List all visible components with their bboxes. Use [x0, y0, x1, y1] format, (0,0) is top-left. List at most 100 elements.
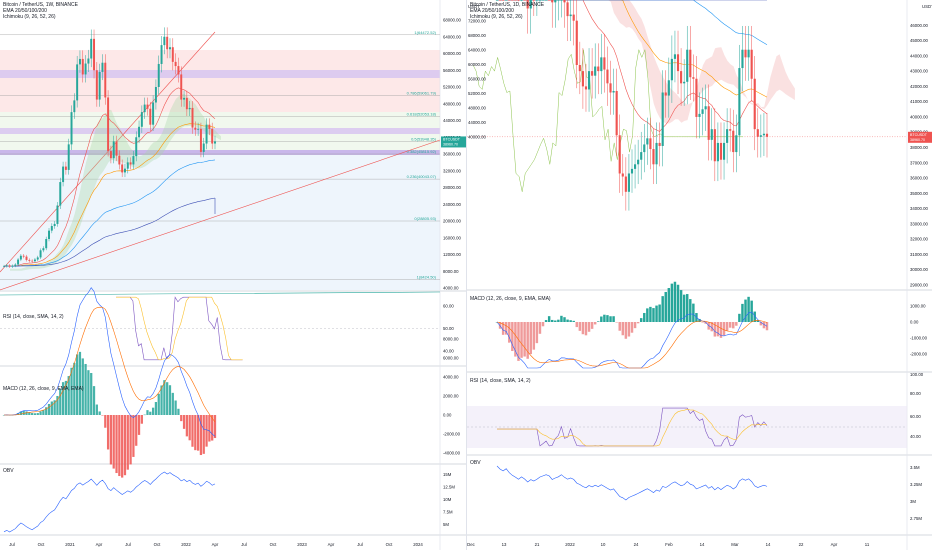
price-tick-label: 29000.00: [910, 283, 929, 288]
daily-candle: [541, 0, 545, 1]
daily-candle: [704, 106, 707, 110]
weekly-ichimoku-legend: Ichimoku (9, 26, 52, 26): [3, 14, 56, 20]
weekly-candle: [163, 36, 166, 46]
time-axis-label: 2022: [181, 542, 191, 547]
macd-histogram-bar: [199, 415, 203, 456]
macd-histogram-bar: [101, 415, 104, 416]
price-tick-label: 36000.00: [910, 176, 929, 181]
macd-histogram-bar: [194, 415, 197, 451]
weekly-candle: [205, 124, 208, 144]
obv-line: [3, 471, 216, 533]
time-axis-label: 2024: [413, 542, 423, 547]
macd-histogram-bar: [104, 415, 107, 428]
weekly-macd-pane: [2, 287, 217, 478]
macd-histogram-bar: [557, 319, 560, 322]
weekly-candle: [171, 47, 174, 62]
ema-200-line: [4, 197, 216, 267]
daily-chart-canvas[interactable]: 46000.00 45000.00 44000.00 43000.00 42000.00…: [467, 0, 932, 550]
weekly-candle: [191, 107, 194, 128]
macd-histogram-bar: [508, 322, 511, 343]
purple-band-2: [0, 128, 440, 134]
macd-histogram-bar: [713, 322, 717, 337]
daily-candle: [618, 135, 621, 174]
macd-histogram-bar: [188, 415, 191, 441]
macd-histogram-bar: [578, 322, 582, 331]
time-axis-label: 2023: [297, 542, 307, 547]
macd-histogram-bar: [744, 299, 747, 322]
base-line: [0, 291, 441, 296]
weekly-candle: [93, 38, 96, 71]
macd-histogram-bar: [624, 322, 628, 339]
daily-candle: [520, 0, 523, 1]
price-tick-label: 46000.00: [910, 23, 929, 28]
left-chart-pane[interactable]: 1(64472.52) 0.786(59061.79) 0.618(52053.18…: [0, 0, 466, 550]
time-axis-label: Apr: [96, 542, 103, 547]
time-axis-label: 14: [700, 542, 705, 547]
weekly-candle: [70, 112, 73, 145]
blue-zone: [0, 150, 440, 290]
weekly-candle: [146, 104, 149, 109]
weekly-candle: [11, 265, 14, 267]
price-tick-label: 12000.00: [443, 252, 462, 257]
macd-histogram-bar: [686, 294, 689, 322]
macd-histogram-bar: [16, 413, 20, 415]
time-axis-label: Apr: [831, 542, 838, 547]
obv-tick-label: 12.5M: [443, 485, 455, 490]
daily-candle: [680, 71, 683, 84]
weekly-chart-canvas[interactable]: 1(64472.52) 0.786(59061.79) 0.618(52053.18…: [0, 0, 466, 550]
daily-candle: [594, 66, 597, 76]
daily-candle: [597, 66, 600, 72]
macd-histogram-bar: [587, 322, 591, 332]
price-tag-symbol: BTCUSDT: [443, 138, 461, 142]
daily-candle: [643, 144, 646, 153]
daily-candle: [621, 173, 624, 177]
macd-histogram-bar: [67, 376, 70, 415]
macd-histogram-bar: [115, 415, 118, 474]
daily-candle: [738, 68, 741, 136]
time-axis-label: 24: [634, 542, 639, 547]
daily-axes: 46000.00 45000.00 44000.00 43000.00 42000.00…: [467, 4, 932, 547]
weekly-candle: [62, 166, 65, 183]
daily-candle: [581, 71, 584, 87]
time-axis-label: 21: [535, 542, 540, 547]
weekly-candle: [149, 108, 152, 125]
rsi-line: [116, 296, 243, 361]
daily-candle: [750, 49, 753, 79]
daily-candle: [719, 142, 723, 160]
weekly-candle: [140, 112, 143, 127]
weekly-candle: [132, 156, 135, 165]
time-axis-label: 2021: [65, 542, 75, 547]
weekly-candle: [109, 151, 112, 159]
daily-candle: [548, 0, 551, 1]
time-axis-label: Apr: [212, 542, 219, 547]
time-axis-label: Jul: [125, 542, 131, 547]
daily-candle: [667, 80, 670, 96]
right-chart-pane[interactable]: 46000.00 45000.00 44000.00 43000.00 42000.00…: [466, 0, 932, 550]
macd-histogram-bar: [90, 373, 93, 415]
obv-tick-label: 3.25M: [910, 482, 922, 487]
fib-level-label: 0.786(59061.79): [407, 90, 437, 95]
price-tick-label: 31000.00: [910, 252, 929, 257]
macd-histogram-bar: [676, 284, 680, 322]
daily-candle: [538, 0, 542, 1]
macd-histogram-bar: [42, 410, 45, 415]
macd-histogram-bar: [722, 322, 726, 336]
macd-histogram-bar: [735, 322, 738, 326]
currency-label: USDT: [922, 4, 932, 9]
fib-level-label: 0(28805.93): [414, 216, 436, 221]
daily-candle: [606, 69, 609, 84]
daily-candle: [637, 159, 640, 165]
price-tick-label: 52000.00: [443, 85, 462, 90]
macd-histogram-bar: [132, 415, 135, 457]
macd-histogram-bar: [581, 322, 585, 335]
macd-histogram-bar: [762, 322, 766, 329]
macd-histogram-bar: [603, 314, 606, 322]
weekly-candle: [126, 162, 129, 169]
daily-candle: [511, 0, 514, 1]
price-tick-label: 8000.00: [443, 269, 459, 274]
weekly-candle: [185, 97, 188, 110]
time-axis-label: Jul: [241, 542, 247, 547]
price-tick-label: 42000.00: [910, 84, 929, 89]
time-axis-label: Oct: [270, 542, 277, 547]
rsi-tick-label: 60.00: [443, 304, 454, 309]
